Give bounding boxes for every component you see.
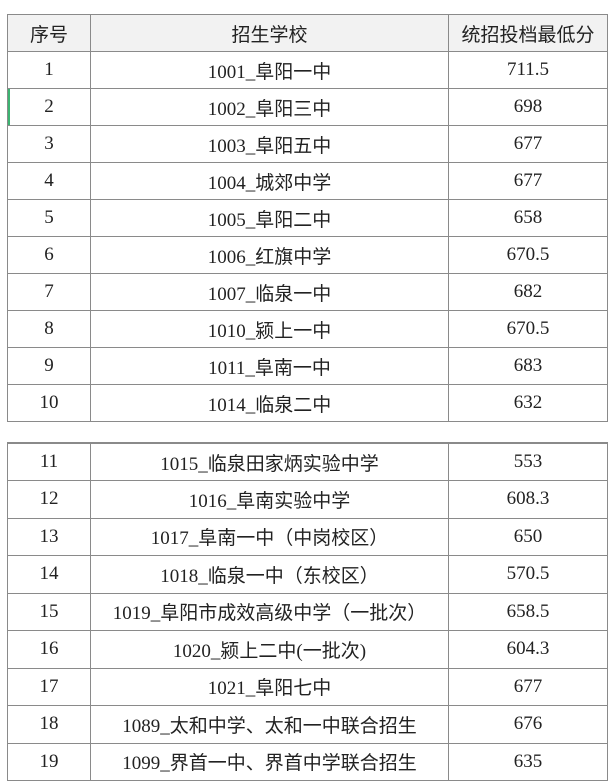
score-cell[interactable]: 698 xyxy=(448,88,608,126)
score-cell[interactable]: 608.3 xyxy=(448,480,608,519)
header-school: 招生学校 xyxy=(90,14,449,52)
score-cell[interactable]: 570.5 xyxy=(448,555,608,594)
school-cell[interactable]: 1019_阜阳市成效高级中学（一批次） xyxy=(90,592,449,631)
school-cell[interactable]: 1007_临泉一中 xyxy=(90,273,449,311)
score-cell[interactable]: 677 xyxy=(448,667,608,706)
score-cell[interactable]: 650 xyxy=(448,517,608,556)
school-cell[interactable]: 1005_阜阳二中 xyxy=(90,199,449,237)
school-cell[interactable]: 1020_颍上二中(一批次) xyxy=(90,630,449,669)
table-row: 11 1015_临泉田家炳实验中学 553 xyxy=(7,442,608,481)
table-row: 10 1014_临泉二中 632 xyxy=(7,384,608,422)
score-cell[interactable]: 683 xyxy=(448,347,608,385)
index-cell[interactable]: 15 xyxy=(7,592,91,631)
school-cell[interactable]: 1006_红旗中学 xyxy=(90,236,449,274)
header-index: 序号 xyxy=(7,14,91,52)
table-row: 17 1021_阜阳七中 677 xyxy=(7,667,608,706)
table-row: 18 1089_太和中学、太和一中联合招生 676 xyxy=(7,705,608,744)
score-cell[interactable]: 632 xyxy=(448,384,608,422)
score-cell[interactable]: 670.5 xyxy=(448,310,608,348)
index-cell[interactable]: 4 xyxy=(7,162,91,200)
school-cell[interactable]: 1089_太和中学、太和一中联合招生 xyxy=(90,705,449,744)
school-cell[interactable]: 1017_阜南一中（中岗校区） xyxy=(90,517,449,556)
table-row: 12 1016_阜南实验中学 608.3 xyxy=(7,480,608,519)
index-cell[interactable]: 13 xyxy=(7,517,91,556)
table-row: 14 1018_临泉一中（东校区） 570.5 xyxy=(7,555,608,594)
score-cell[interactable]: 677 xyxy=(448,162,608,200)
table-row: 15 1019_阜阳市成效高级中学（一批次） 658.5 xyxy=(7,592,608,631)
score-table-top: 序号 招生学校 统招投档最低分 1 1001_阜阳一中 711.5 2 1002_阜阳三… xyxy=(7,14,608,422)
index-cell[interactable]: 9 xyxy=(7,347,91,385)
school-cell[interactable]: 1018_临泉一中（东校区） xyxy=(90,555,449,594)
score-cell[interactable]: 670.5 xyxy=(448,236,608,274)
table-row: 2 1002_阜阳三中 698 xyxy=(7,88,608,126)
index-cell[interactable]: 1 xyxy=(7,51,91,89)
index-cell[interactable]: 6 xyxy=(7,236,91,274)
school-cell[interactable]: 1014_临泉二中 xyxy=(90,384,449,422)
header-score: 统招投档最低分 xyxy=(448,14,608,52)
index-cell[interactable]: 16 xyxy=(7,630,91,669)
score-cell[interactable]: 677 xyxy=(448,125,608,163)
score-cell[interactable]: 635 xyxy=(448,742,608,781)
school-cell[interactable]: 1015_临泉田家炳实验中学 xyxy=(90,442,449,481)
school-cell[interactable]: 1010_颍上一中 xyxy=(90,310,449,348)
index-cell[interactable]: 2 xyxy=(7,88,91,126)
table-row: 5 1005_阜阳二中 658 xyxy=(7,199,608,237)
index-cell[interactable]: 5 xyxy=(7,199,91,237)
school-cell[interactable]: 1004_城郊中学 xyxy=(90,162,449,200)
school-cell[interactable]: 1011_阜南一中 xyxy=(90,347,449,385)
school-cell[interactable]: 1099_界首一中、界首中学联合招生 xyxy=(90,742,449,781)
score-cell[interactable]: 676 xyxy=(448,705,608,744)
score-cell[interactable]: 658.5 xyxy=(448,592,608,631)
table-row: 3 1003_阜阳五中 677 xyxy=(7,125,608,163)
table-row: 13 1017_阜南一中（中岗校区） 650 xyxy=(7,517,608,556)
index-cell[interactable]: 14 xyxy=(7,555,91,594)
index-cell[interactable]: 17 xyxy=(7,667,91,706)
index-cell[interactable]: 19 xyxy=(7,742,91,781)
index-cell[interactable]: 3 xyxy=(7,125,91,163)
school-cell[interactable]: 1003_阜阳五中 xyxy=(90,125,449,163)
table-row: 4 1004_城郊中学 677 xyxy=(7,162,608,200)
table-row: 6 1006_红旗中学 670.5 xyxy=(7,236,608,274)
school-cell[interactable]: 1016_阜南实验中学 xyxy=(90,480,449,519)
index-cell[interactable]: 12 xyxy=(7,480,91,519)
score-cell[interactable]: 604.3 xyxy=(448,630,608,669)
table-row: 9 1011_阜南一中 683 xyxy=(7,347,608,385)
score-table-bottom: 11 1015_临泉田家炳实验中学 553 12 1016_阜南实验中学 608.3 13 1… xyxy=(7,442,608,781)
index-cell[interactable]: 11 xyxy=(7,442,91,481)
score-cell[interactable]: 658 xyxy=(448,199,608,237)
table-row: 19 1099_界首一中、界首中学联合招生 635 xyxy=(7,742,608,781)
score-cell[interactable]: 553 xyxy=(448,442,608,481)
index-cell[interactable]: 10 xyxy=(7,384,91,422)
school-cell[interactable]: 1002_阜阳三中 xyxy=(90,88,449,126)
score-cell[interactable]: 711.5 xyxy=(448,51,608,89)
school-cell[interactable]: 1021_阜阳七中 xyxy=(90,667,449,706)
table-row: 7 1007_临泉一中 682 xyxy=(7,273,608,311)
score-cell[interactable]: 682 xyxy=(448,273,608,311)
table-row: 16 1020_颍上二中(一批次) 604.3 xyxy=(7,630,608,669)
school-cell[interactable]: 1001_阜阳一中 xyxy=(90,51,449,89)
header-row: 序号 招生学校 统招投档最低分 xyxy=(7,14,608,52)
table-row: 8 1010_颍上一中 670.5 xyxy=(7,310,608,348)
index-cell[interactable]: 7 xyxy=(7,273,91,311)
index-cell[interactable]: 18 xyxy=(7,705,91,744)
index-cell[interactable]: 8 xyxy=(7,310,91,348)
table-row: 1 1001_阜阳一中 711.5 xyxy=(7,51,608,89)
